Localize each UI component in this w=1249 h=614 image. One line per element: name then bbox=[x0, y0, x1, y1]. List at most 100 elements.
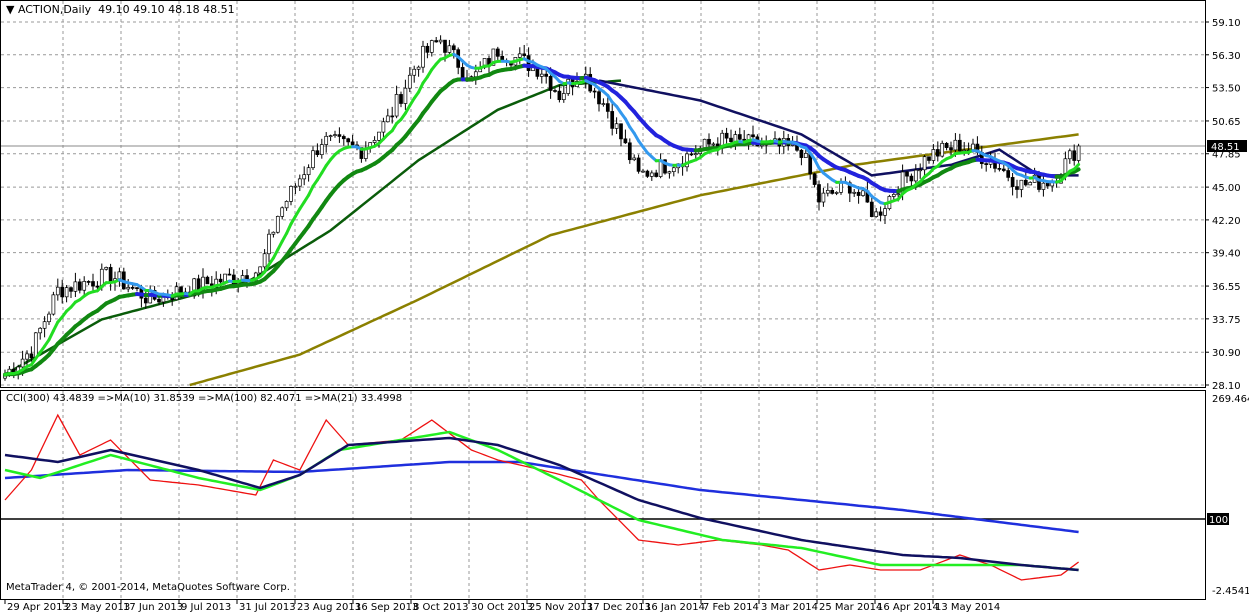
candle-body bbox=[47, 313, 51, 323]
candle-body bbox=[451, 45, 456, 51]
candle-body bbox=[522, 53, 527, 56]
candle-body bbox=[548, 76, 553, 91]
cci-ma100-line bbox=[4, 460, 1079, 534]
candle-body bbox=[821, 192, 826, 203]
candle-body bbox=[495, 48, 500, 57]
x-tick-label: 16 Apr 2014 bbox=[877, 602, 939, 613]
candle-body bbox=[218, 278, 223, 283]
y-tick-label: 59.10 bbox=[1212, 18, 1241, 29]
candle-body bbox=[737, 134, 742, 140]
candle-body bbox=[896, 193, 901, 196]
candle-body bbox=[33, 332, 38, 359]
candle-body bbox=[751, 134, 755, 138]
cci-ma21-line bbox=[4, 436, 1079, 572]
candle-body bbox=[711, 143, 716, 146]
y-tick-label: 28.10 bbox=[1212, 381, 1241, 392]
candle-body bbox=[306, 167, 311, 176]
y-tick-label: 36.55 bbox=[1212, 282, 1241, 293]
candle-body bbox=[803, 153, 808, 158]
candle-body bbox=[693, 153, 698, 156]
candle-body bbox=[293, 185, 298, 188]
candle-body bbox=[632, 157, 637, 161]
candle-body bbox=[649, 172, 654, 177]
cci-pane bbox=[0, 390, 1206, 600]
candle-body bbox=[407, 74, 412, 89]
current-price-label: 48.51 bbox=[1211, 142, 1240, 153]
copyright-text: MetaTrader 4, © 2001-2014, MetaQuotes So… bbox=[6, 582, 290, 593]
candle-body bbox=[29, 353, 34, 359]
candle-body bbox=[627, 142, 632, 161]
candle-body bbox=[311, 150, 315, 169]
candle-body bbox=[157, 298, 161, 303]
chart-title: ▼ ACTION,Daily 49.10 49.10 48.18 48.51 bbox=[6, 3, 235, 16]
x-tick-label: 23 May 2013 bbox=[65, 602, 130, 613]
candle-body bbox=[429, 40, 434, 53]
candle-body bbox=[385, 115, 390, 123]
candle-body bbox=[1019, 179, 1024, 190]
ema-fast-segment bbox=[623, 117, 632, 129]
ema-fast-segment bbox=[307, 184, 315, 197]
x-tick-label: 13 May 2014 bbox=[935, 602, 1000, 613]
cci-max-label: 269.464 bbox=[1212, 394, 1249, 405]
candle-body bbox=[412, 68, 417, 76]
ma-mid-line-down bbox=[598, 79, 1079, 177]
ma-mid-line-up bbox=[4, 79, 622, 376]
candle-body bbox=[271, 231, 276, 235]
candle-body bbox=[77, 281, 82, 291]
candle-body bbox=[544, 73, 549, 77]
candle-body bbox=[1015, 186, 1019, 190]
candle-body bbox=[390, 115, 395, 118]
candle-body bbox=[685, 153, 689, 168]
candle-body bbox=[284, 201, 289, 209]
candle-body bbox=[883, 208, 887, 216]
candle-body bbox=[346, 138, 351, 143]
candle-body bbox=[227, 273, 232, 276]
candle-body bbox=[539, 73, 544, 77]
ohlc-values: 49.10 49.10 48.18 48.51 bbox=[98, 3, 235, 16]
candle-body bbox=[143, 297, 148, 304]
candle-body bbox=[949, 147, 953, 151]
ema-fast-segment bbox=[1072, 162, 1081, 171]
candle-body bbox=[830, 190, 835, 194]
candle-body bbox=[126, 287, 131, 290]
candle-body bbox=[416, 66, 421, 70]
candle-body bbox=[834, 191, 839, 194]
ema-slow-segment bbox=[1072, 167, 1081, 174]
x-tick-label: 17 Dec 2013 bbox=[587, 602, 651, 613]
candle-body bbox=[702, 138, 707, 149]
candle-body bbox=[861, 190, 865, 196]
x-tick-label: 29 Apr 2013 bbox=[7, 602, 69, 613]
candle-body bbox=[135, 287, 139, 290]
candle-body bbox=[817, 184, 821, 203]
y-tick-label: 47.85 bbox=[1212, 150, 1241, 161]
candle-body bbox=[874, 211, 879, 217]
candle-body bbox=[724, 132, 729, 139]
candle-body bbox=[1001, 168, 1006, 171]
candle-body bbox=[997, 168, 1002, 170]
candle-body bbox=[1041, 182, 1046, 190]
cci-line bbox=[4, 413, 1079, 581]
candle-body bbox=[561, 93, 566, 101]
candle-body bbox=[909, 175, 914, 182]
candle-body bbox=[935, 149, 940, 157]
candle-body bbox=[130, 287, 135, 289]
ema-fast-segment bbox=[271, 248, 280, 260]
candle-body bbox=[878, 211, 883, 216]
candle-body bbox=[108, 267, 113, 283]
candle-body bbox=[55, 286, 60, 296]
y-tick-label: 56.30 bbox=[1212, 51, 1241, 62]
candle-body bbox=[1010, 177, 1015, 187]
ma-long-line bbox=[189, 133, 1079, 387]
x-tick-label: 16 Sep 2013 bbox=[355, 602, 418, 613]
candle-body bbox=[258, 266, 263, 274]
y-tick-label: 45.00 bbox=[1212, 183, 1241, 194]
candle-body bbox=[262, 253, 267, 268]
candle-body bbox=[104, 267, 109, 270]
ema-fast-segment bbox=[47, 329, 55, 342]
ema-fast-segment bbox=[51, 320, 60, 333]
candle-body bbox=[729, 137, 733, 143]
candle-body bbox=[957, 139, 962, 152]
candle-body bbox=[86, 281, 91, 283]
